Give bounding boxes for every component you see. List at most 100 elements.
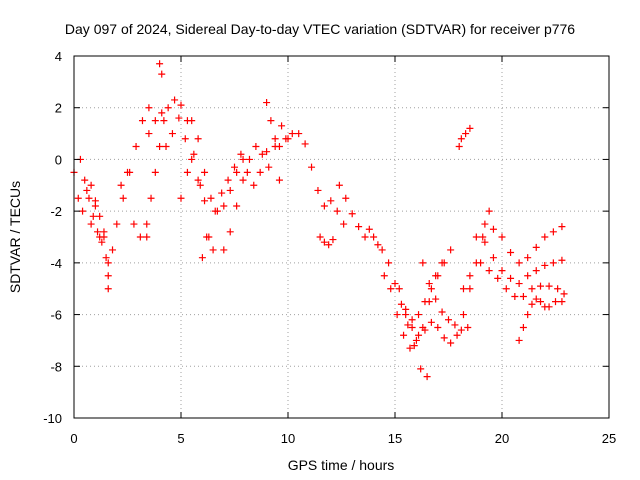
data-point <box>325 241 333 249</box>
data-point <box>393 311 401 319</box>
data-point <box>415 311 423 319</box>
data-point <box>434 324 442 331</box>
data-point <box>151 117 159 125</box>
data-point <box>231 163 238 171</box>
data-point <box>494 274 502 282</box>
series-arc-14 <box>258 122 292 171</box>
x-axis-label: GPS time / hours <box>288 457 395 473</box>
data-point <box>233 202 241 210</box>
y-axis-label: SDTVAR / TECUs <box>7 181 23 293</box>
data-point <box>91 197 99 205</box>
data-point <box>481 220 489 228</box>
data-point <box>466 272 474 280</box>
data-point <box>151 168 159 176</box>
data-point <box>400 331 408 339</box>
data-point <box>136 233 144 241</box>
series-arc-29 <box>477 259 568 300</box>
data-point <box>263 99 271 107</box>
series-arc-30 <box>515 295 566 344</box>
data-point <box>104 272 112 280</box>
series-arc-26 <box>459 207 493 293</box>
data-point <box>427 318 435 326</box>
data-point <box>440 259 448 267</box>
data-point <box>421 298 429 306</box>
data-point <box>408 316 416 324</box>
data-point <box>554 285 562 293</box>
data-point <box>171 96 179 104</box>
data-point <box>410 342 418 350</box>
data-point <box>402 311 410 319</box>
data-point <box>466 124 474 132</box>
chart-title: Day 097 of 2024, Sidereal Day-to-day VTE… <box>65 21 575 37</box>
data-point <box>462 130 470 138</box>
data-point <box>220 202 228 210</box>
series-arc-4 <box>113 104 153 228</box>
data-point <box>164 104 172 112</box>
data-point <box>541 233 549 241</box>
y-tick-label: -4 <box>50 256 62 271</box>
data-point <box>113 220 121 228</box>
data-point <box>295 130 303 138</box>
data-point <box>385 259 393 267</box>
data-point <box>209 246 217 254</box>
data-point <box>395 285 403 293</box>
data-point <box>549 228 557 236</box>
series-arc-25 <box>455 124 474 150</box>
series-arc-17 <box>316 233 337 249</box>
data-point <box>457 326 465 334</box>
data-point <box>119 194 127 202</box>
series-arc-9 <box>162 114 209 205</box>
data-point <box>233 168 241 176</box>
data-point <box>316 233 324 241</box>
data-point <box>239 155 247 163</box>
data-point <box>263 148 271 156</box>
data-point <box>220 246 228 254</box>
data-point <box>425 280 433 288</box>
data-point <box>198 254 206 262</box>
series-arc-7 <box>145 96 191 138</box>
data-point <box>265 163 273 171</box>
data-point <box>308 163 316 171</box>
x-tick-label: 5 <box>177 431 184 446</box>
data-point <box>329 236 337 244</box>
data-point <box>335 181 343 189</box>
data-point <box>453 331 461 339</box>
plot-frame <box>73 55 610 419</box>
x-tick-label: 25 <box>602 431 616 446</box>
data-point <box>498 233 506 241</box>
data-point <box>175 114 183 122</box>
data-point <box>226 186 234 194</box>
x-tick-label: 10 <box>281 431 295 446</box>
data-point <box>282 135 290 143</box>
data-point <box>201 197 209 205</box>
data-point <box>124 168 131 176</box>
data-point <box>391 280 399 288</box>
data-point <box>158 109 166 117</box>
data-layer <box>70 60 568 381</box>
data-point <box>558 223 566 231</box>
series-arc-5 <box>117 168 151 241</box>
data-point <box>188 117 196 125</box>
data-point <box>507 249 515 257</box>
data-point <box>188 155 196 163</box>
data-point <box>177 194 185 202</box>
data-point <box>132 143 140 150</box>
data-point <box>464 324 472 331</box>
series-arc-8 <box>156 60 166 78</box>
data-point <box>447 339 455 347</box>
series-arc-24 <box>419 259 472 334</box>
y-tick-label: 2 <box>55 101 62 116</box>
data-point <box>94 228 102 236</box>
data-point <box>406 344 414 352</box>
series-arc-27 <box>472 220 566 267</box>
data-point <box>532 295 540 303</box>
data-point <box>348 210 356 218</box>
data-point <box>301 140 309 148</box>
data-point <box>524 272 532 280</box>
series-arc-12 <box>198 148 271 262</box>
series-arc-6 <box>143 117 168 228</box>
data-point <box>445 316 452 324</box>
series-arc-10 <box>177 150 217 254</box>
data-point <box>459 311 467 319</box>
